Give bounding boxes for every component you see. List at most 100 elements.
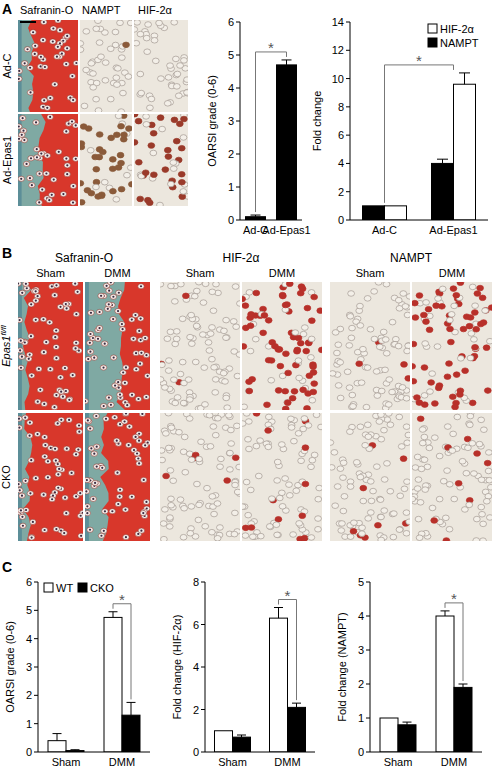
nucleus	[23, 139, 25, 141]
cell	[195, 282, 202, 285]
nucleus	[35, 121, 37, 123]
cell	[87, 147, 94, 153]
cell	[142, 335, 148, 340]
nucleus	[49, 321, 51, 323]
cell	[245, 419, 252, 425]
y-tick	[34, 695, 38, 696]
y-tick	[366, 616, 370, 617]
cell	[338, 528, 345, 534]
nucleus	[57, 46, 59, 48]
condition-label: DMM	[269, 267, 295, 279]
cell	[85, 418, 91, 423]
safranin-image	[18, 114, 78, 206]
y-axis-label: Fold change (HIF-2α)	[171, 615, 183, 720]
nucleus	[18, 138, 20, 140]
nucleus	[79, 492, 81, 494]
nucleus	[48, 199, 50, 201]
positive-cell	[113, 132, 120, 138]
cell	[118, 55, 125, 61]
safranin-image	[18, 282, 83, 410]
ihc-image	[160, 282, 240, 410]
cell	[348, 291, 355, 297]
cell	[78, 533, 83, 538]
positive-cell	[285, 370, 292, 376]
cell	[53, 458, 59, 463]
cell	[344, 369, 351, 375]
cell	[34, 431, 40, 436]
positive-cell	[160, 361, 165, 367]
positive-cell	[412, 364, 416, 370]
cell	[27, 176, 33, 181]
positive-cell	[484, 460, 491, 466]
nucleus	[74, 347, 76, 349]
cell	[480, 521, 487, 527]
nucleus	[105, 418, 107, 420]
positive-cell	[95, 194, 102, 200]
cell	[168, 502, 175, 508]
cell	[480, 538, 487, 541]
cell	[93, 413, 99, 418]
positive-cell	[279, 293, 286, 299]
nucleus	[30, 157, 32, 159]
nucleus	[18, 70, 20, 72]
cell	[257, 533, 264, 539]
cell	[404, 312, 410, 318]
cell	[332, 330, 339, 336]
nucleus	[22, 117, 24, 119]
error-line	[131, 702, 132, 715]
cell	[18, 338, 24, 343]
cell	[172, 56, 179, 62]
cell	[431, 435, 438, 441]
nucleus	[108, 397, 110, 399]
positive-cell	[150, 172, 157, 178]
cell	[95, 336, 101, 341]
cell	[301, 416, 308, 422]
positive-cell	[85, 126, 92, 132]
cell	[67, 396, 73, 401]
cell	[73, 60, 78, 65]
bar-chart: 0123456OARSI grade (0-6)ShamDMMWTCKO*	[4, 576, 150, 768]
nucleus	[140, 339, 142, 341]
y-tick	[366, 650, 370, 651]
nucleus	[142, 512, 144, 514]
nucleus	[43, 494, 45, 496]
positive-cell	[417, 416, 424, 422]
nucleus	[25, 283, 27, 285]
cell	[171, 299, 178, 305]
cell	[70, 200, 76, 205]
cell	[222, 379, 229, 385]
cell	[265, 414, 272, 420]
cell	[57, 375, 63, 380]
cell	[64, 46, 70, 51]
error-bar	[274, 608, 283, 619]
nucleus	[101, 467, 103, 469]
bar	[363, 206, 385, 220]
positive-cell	[302, 445, 309, 451]
error-cap	[127, 702, 136, 703]
cell	[143, 114, 150, 119]
cell	[96, 309, 102, 314]
nucleus	[141, 413, 143, 415]
cell	[36, 200, 42, 205]
cell	[451, 496, 458, 502]
cell	[135, 456, 141, 461]
ihc-image	[412, 413, 492, 541]
nucleus	[131, 496, 133, 498]
cell	[76, 423, 82, 428]
nucleus	[89, 342, 91, 344]
positive-cell	[286, 282, 293, 287]
y-tick	[236, 121, 240, 122]
cell	[134, 451, 140, 456]
cell	[311, 452, 318, 458]
cell	[161, 507, 168, 513]
legend-label: NAMPT	[440, 37, 479, 49]
nucleus	[55, 459, 57, 461]
cell	[167, 515, 174, 521]
y-tick	[366, 684, 370, 685]
nucleus	[57, 20, 59, 22]
nucleus	[78, 424, 80, 426]
nucleus	[104, 510, 106, 512]
cell	[83, 29, 90, 35]
nucleus	[140, 285, 142, 287]
cell	[23, 282, 29, 286]
